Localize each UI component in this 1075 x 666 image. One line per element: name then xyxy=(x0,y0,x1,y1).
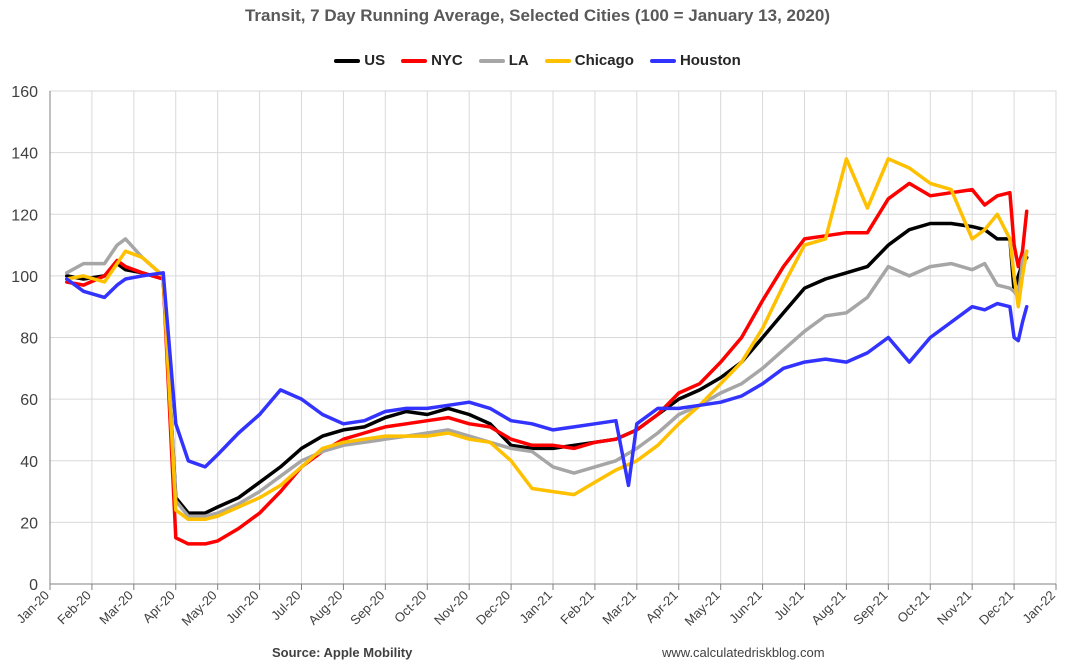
legend-swatch xyxy=(478,58,505,63)
y-tick-label: 20 xyxy=(20,515,38,532)
x-tick-label: Oct-21 xyxy=(894,588,932,626)
x-tick-label: Jan-21 xyxy=(516,588,555,627)
y-tick-label: 140 xyxy=(11,146,38,163)
x-tick-label: Mar-20 xyxy=(96,588,136,628)
y-tick-label: 40 xyxy=(20,454,38,471)
series-line-la xyxy=(65,237,1029,518)
x-tick-label: May-21 xyxy=(682,588,723,629)
x-tick-label: Oct-20 xyxy=(391,588,429,626)
legend-label: LA xyxy=(508,52,529,69)
series-line-chicago xyxy=(65,157,1029,522)
legend-swatch xyxy=(544,58,571,63)
website-label: www.calculatedriskblog.com xyxy=(662,645,825,660)
x-tick-label: Dec-20 xyxy=(473,588,513,628)
legend-item-us: US xyxy=(334,52,385,69)
legend-label: Chicago xyxy=(574,52,634,69)
x-tick-label: Apr-20 xyxy=(140,588,178,626)
chart-title: Transit, 7 Day Running Average, Selected… xyxy=(244,6,831,25)
y-tick-label: 80 xyxy=(20,331,38,348)
series-line-us xyxy=(65,221,1029,515)
legend-item-chicago: Chicago xyxy=(544,52,634,69)
y-tick-label: 160 xyxy=(11,84,38,101)
x-tick-label: Jul-20 xyxy=(268,588,304,624)
x-tick-label: Feb-21 xyxy=(557,588,597,628)
x-tick-label: Sep-21 xyxy=(850,588,890,628)
x-tick-label: Feb-20 xyxy=(54,588,94,628)
legend-label: NYC xyxy=(431,52,463,69)
x-tick-label: Apr-21 xyxy=(643,588,681,626)
x-tick-label: Aug-20 xyxy=(305,588,345,628)
chart-legend: US NYC LA Chicago Houston xyxy=(0,52,1075,69)
x-tick-label: Aug-21 xyxy=(808,588,848,628)
legend-item-la: LA xyxy=(478,52,529,69)
series-line-nyc xyxy=(65,181,1029,546)
y-tick-label: 120 xyxy=(11,207,38,224)
legend-swatch xyxy=(649,58,676,63)
legend-swatch xyxy=(334,58,361,63)
legend-item-houston: Houston xyxy=(649,52,741,69)
legend-item-nyc: NYC xyxy=(401,52,463,69)
y-tick-label: 60 xyxy=(20,392,38,409)
legend-label: Houston xyxy=(679,52,741,69)
series-line-houston xyxy=(65,271,1029,488)
legend-label: US xyxy=(364,52,386,69)
y-tick-label: 0 xyxy=(29,577,38,594)
x-tick-label: Sep-20 xyxy=(347,588,387,628)
x-tick-label: May-20 xyxy=(179,588,220,629)
x-tick-label: Jun-20 xyxy=(223,588,262,627)
x-tick-label: Dec-21 xyxy=(976,588,1016,628)
x-tick-label: Mar-21 xyxy=(599,588,639,628)
legend-swatch xyxy=(401,58,428,63)
x-tick-label: Jun-21 xyxy=(726,588,765,627)
x-tick-label: Nov-21 xyxy=(934,588,974,628)
x-tick-label: Jan-22 xyxy=(1019,588,1058,627)
x-tick-label: Nov-20 xyxy=(431,588,471,628)
source-label: Source: Apple Mobility xyxy=(272,645,413,660)
y-tick-label: 100 xyxy=(11,269,38,286)
x-tick-label: Jul-21 xyxy=(771,588,807,624)
